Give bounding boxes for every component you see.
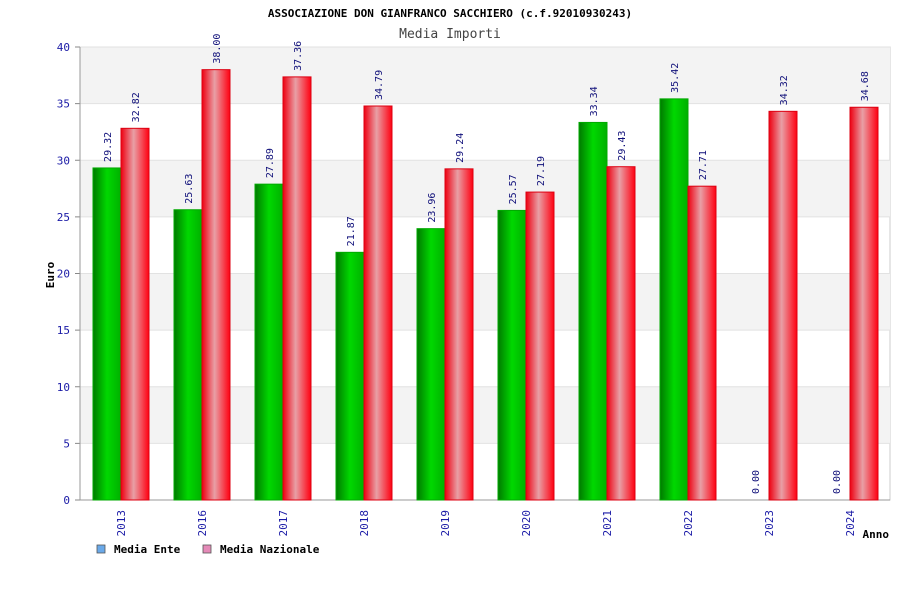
x-axis-label: Anno [863, 528, 890, 541]
x-tick-label-2021: 2021 [601, 510, 614, 537]
bar-media-nazionale-2018 [363, 105, 393, 501]
y-tick-label: 40 [57, 41, 70, 54]
y-tick-label: 35 [57, 98, 70, 111]
bar-media-ente-2021 [578, 121, 608, 501]
bars [92, 69, 879, 501]
data-labels: 29.32 32.82 25.63 38.00 27.89 37.36 21.87 34.79… [103, 34, 871, 494]
data-label-media-nazionale-2023: 34.32 [779, 75, 790, 105]
x-tick-label-2019: 2019 [439, 510, 452, 537]
y-axis-ticks: 0 5 10 15 20 25 30 35 40 [57, 41, 70, 507]
bar-media-nazionale-2023 [768, 110, 798, 501]
x-tick-label-2023: 2023 [763, 510, 776, 537]
y-tick-label: 0 [63, 494, 70, 507]
data-label-media-nazionale-2020: 27.19 [536, 156, 547, 186]
y-tick-label: 15 [57, 324, 70, 337]
y-tick-label: 20 [57, 268, 70, 281]
x-tick-label-2018: 2018 [358, 510, 371, 537]
bar-media-ente-2022 [659, 98, 689, 501]
bar-media-nazionale-2020 [525, 191, 555, 501]
x-tick-label-2017: 2017 [277, 510, 290, 537]
bar-media-nazionale-2019 [444, 168, 474, 501]
data-label-media-ente-2023: 0.00 [751, 470, 762, 494]
chart-title: ASSOCIAZIONE DON GIANFRANCO SACCHIERO (c… [268, 7, 632, 20]
bar-media-ente-2013 [92, 167, 122, 501]
y-tick-label: 30 [57, 154, 70, 167]
y-tick-label: 5 [63, 437, 70, 450]
data-label-media-nazionale-2021: 29.43 [617, 131, 628, 161]
legend-label-media-ente: Media Ente [114, 543, 181, 556]
y-tick-label: 10 [57, 381, 70, 394]
legend-swatch-media-ente [96, 544, 106, 554]
data-label-media-ente-2024: 0.00 [832, 470, 843, 494]
data-label-media-ente-2018: 21.87 [346, 216, 357, 246]
data-label-media-nazionale-2013: 32.82 [131, 92, 142, 122]
data-label-media-ente-2020: 25.57 [508, 174, 519, 204]
bar-media-ente-2018 [335, 251, 365, 501]
bar-media-nazionale-2017 [282, 76, 312, 501]
bar-media-ente-2016 [173, 209, 203, 501]
x-tick-label-2016: 2016 [196, 510, 209, 537]
bar-media-nazionale-2022 [687, 185, 717, 501]
legend-swatch-media-nazionale [202, 544, 212, 554]
bar-media-ente-2017 [254, 183, 284, 501]
bar-media-ente-2020 [497, 209, 527, 501]
data-label-media-nazionale-2018: 34.79 [374, 70, 385, 100]
x-axis-ticks: 2013 2016 2017 2018 2019 2020 2021 2022 2023 2024 [115, 510, 857, 537]
y-tick-label: 25 [57, 211, 70, 224]
chart-subtitle: Media Importi [399, 27, 501, 42]
x-tick-label-2024: 2024 [844, 510, 857, 537]
data-label-media-ente-2021: 33.34 [589, 86, 600, 116]
data-label-media-ente-2022: 35.42 [670, 63, 681, 93]
data-label-media-nazionale-2017: 37.36 [293, 41, 304, 71]
bar-media-nazionale-2021 [606, 166, 636, 501]
bar-media-nazionale-2016 [201, 69, 231, 501]
bar-media-ente-2019 [416, 228, 446, 501]
data-label-media-ente-2016: 25.63 [184, 174, 195, 204]
data-label-media-ente-2017: 27.89 [265, 148, 276, 178]
bar-media-nazionale-2024 [849, 106, 879, 501]
bar-media-nazionale-2013 [120, 127, 150, 501]
data-label-media-nazionale-2024: 34.68 [860, 71, 871, 101]
data-label-media-nazionale-2022: 27.71 [698, 150, 709, 180]
legend: Media Ente Media Nazionale [96, 543, 320, 556]
x-tick-label-2020: 2020 [520, 510, 533, 537]
x-tick-label-2022: 2022 [682, 510, 695, 537]
x-tick-label-2013: 2013 [115, 510, 128, 537]
data-label-media-nazionale-2019: 29.24 [455, 133, 466, 163]
data-label-media-ente-2013: 29.32 [103, 132, 114, 162]
legend-label-media-nazionale: Media Nazionale [220, 543, 320, 556]
data-label-media-nazionale-2016: 38.00 [212, 34, 223, 64]
data-label-media-ente-2019: 23.96 [427, 193, 438, 223]
y-axis-label: Euro [44, 261, 57, 288]
